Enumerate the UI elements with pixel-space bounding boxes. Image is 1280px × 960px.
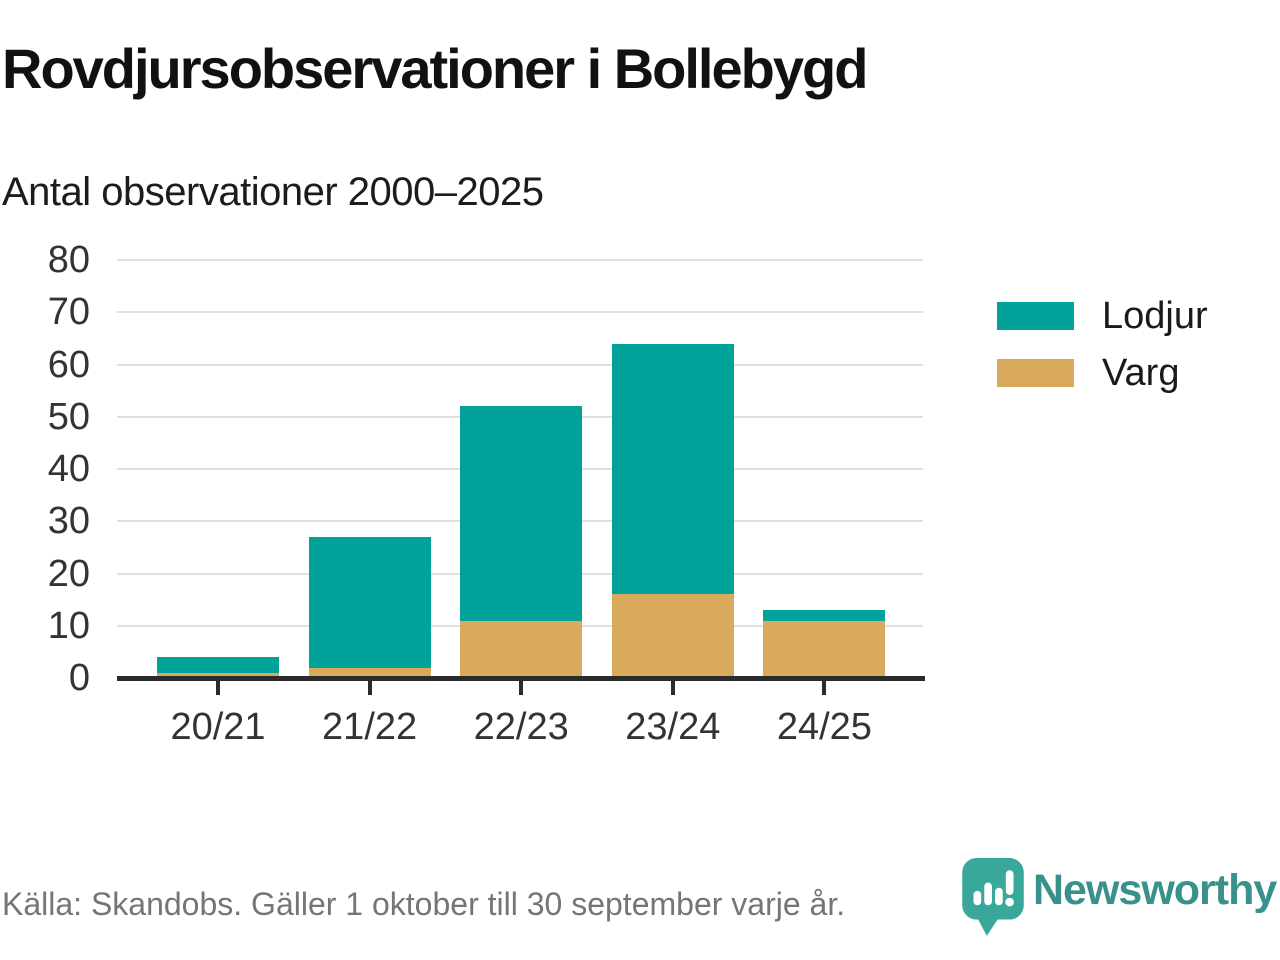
y-axis-tick-label: 80 bbox=[47, 239, 90, 281]
newsworthy-logo-icon bbox=[962, 858, 1024, 936]
y-axis-tick-label: 50 bbox=[47, 395, 90, 438]
x-axis-tick bbox=[822, 681, 827, 695]
x-axis-tick-label: 24/25 bbox=[776, 706, 872, 748]
bar-segment-lodjur bbox=[308, 536, 431, 668]
x-axis-line bbox=[117, 676, 925, 681]
x-axis-tick-label: 23/24 bbox=[625, 706, 721, 748]
y-axis-tick-label: 40 bbox=[47, 448, 90, 490]
legend-item-lodjur: Lodjur bbox=[997, 295, 1208, 337]
bar-segment-varg bbox=[460, 620, 583, 678]
lodjur-swatch bbox=[997, 302, 1074, 330]
gridline bbox=[117, 311, 923, 314]
x-axis-tick bbox=[367, 681, 372, 695]
x-axis-tick bbox=[670, 681, 675, 695]
bar-segment-lodjur bbox=[763, 610, 886, 621]
y-axis-tick-label: 20 bbox=[47, 552, 90, 595]
x-axis-tick-label: 20/21 bbox=[170, 706, 266, 748]
legend-item-varg: Varg bbox=[997, 352, 1179, 394]
y-axis-tick-label: 60 bbox=[47, 343, 90, 386]
x-axis-tick-label: 22/23 bbox=[473, 706, 569, 748]
x-axis-tick bbox=[519, 681, 524, 695]
y-axis-tick-label: 70 bbox=[47, 291, 90, 334]
gridline bbox=[117, 363, 923, 366]
bar-segment-lodjur bbox=[611, 343, 734, 595]
y-axis-tick-label: 0 bbox=[68, 657, 90, 699]
x-axis-tick-label: 21/22 bbox=[322, 706, 418, 748]
y-axis-tick-label: 10 bbox=[47, 604, 90, 647]
y-axis-tick-label: 30 bbox=[47, 500, 90, 543]
bar-segment-varg bbox=[308, 667, 431, 678]
bar-segment-varg bbox=[611, 594, 734, 678]
source-note: Källa: Skandobs. Gäller 1 oktober till 3… bbox=[2, 886, 846, 922]
page-subtitle: Antal observationer 2000–2025 bbox=[2, 170, 544, 214]
bar-segment-lodjur bbox=[460, 406, 583, 621]
legend-label: Varg bbox=[1102, 351, 1180, 394]
newsworthy-brand: Newsworthy bbox=[961, 858, 1280, 938]
bar-segment-varg bbox=[763, 620, 886, 678]
x-axis-tick bbox=[216, 681, 220, 695]
bar-segment-varg bbox=[157, 672, 279, 678]
varg-swatch bbox=[997, 359, 1074, 387]
newsworthy-wordmark: Newsworthy bbox=[1033, 866, 1277, 914]
gridline bbox=[117, 259, 923, 261]
bar-segment-lodjur bbox=[157, 657, 279, 673]
legend-label: Lodjur bbox=[1102, 294, 1208, 337]
page-title: Rovdjursobservationer i Bollebygd bbox=[2, 37, 868, 100]
